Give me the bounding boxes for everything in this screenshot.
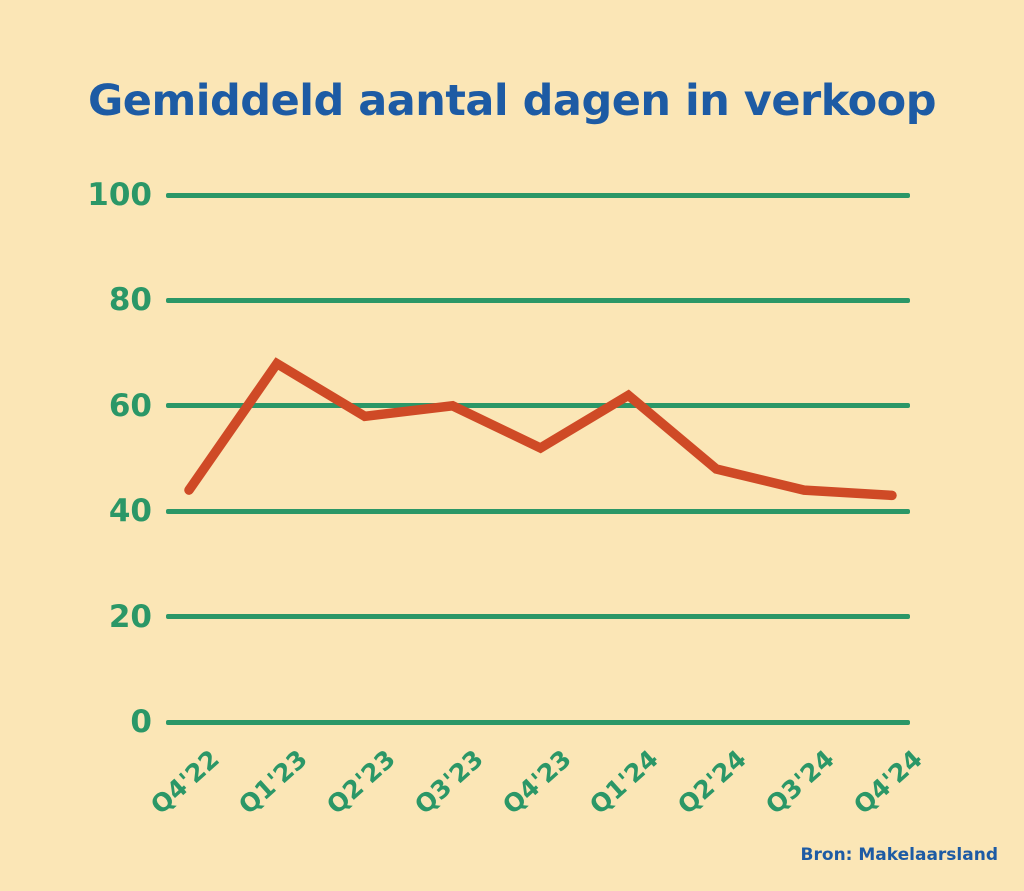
y-axis-tick-label: 40 [108, 493, 152, 530]
x-axis-tick-label: Q1'23 [233, 744, 313, 820]
gridline [166, 719, 910, 725]
source-credit: Bron: Makelaarsland [800, 845, 998, 865]
gridline [166, 403, 910, 409]
y-axis-tick-label: 60 [108, 387, 152, 424]
x-axis-tick-label: Q4'24 [848, 744, 928, 820]
y-axis-tick-label: 0 [130, 704, 152, 740]
gridline [166, 192, 910, 198]
x-axis-tick-label: Q2'23 [320, 744, 401, 820]
x-axis-tick-label: Q1'24 [584, 744, 665, 820]
x-axis-tick-label: Q3'23 [408, 744, 489, 820]
y-axis-tick-label: 100 [87, 177, 152, 213]
gridline [166, 508, 910, 514]
y-axis-tick-label: 80 [108, 282, 152, 319]
gridline [166, 297, 910, 303]
x-axis-tick-label: Q4'23 [496, 744, 577, 820]
chart-title: Gemiddeld aantal dagen in verkoop [88, 76, 937, 126]
x-axis-tick-label: Q4'22 [145, 744, 225, 820]
trend-line [184, 357, 897, 501]
x-axis-tick-label: Q3'24 [760, 744, 840, 820]
gridline [166, 614, 910, 620]
x-axis-tick-label: Q2'24 [672, 744, 753, 820]
y-axis-tick-label: 20 [108, 598, 152, 635]
